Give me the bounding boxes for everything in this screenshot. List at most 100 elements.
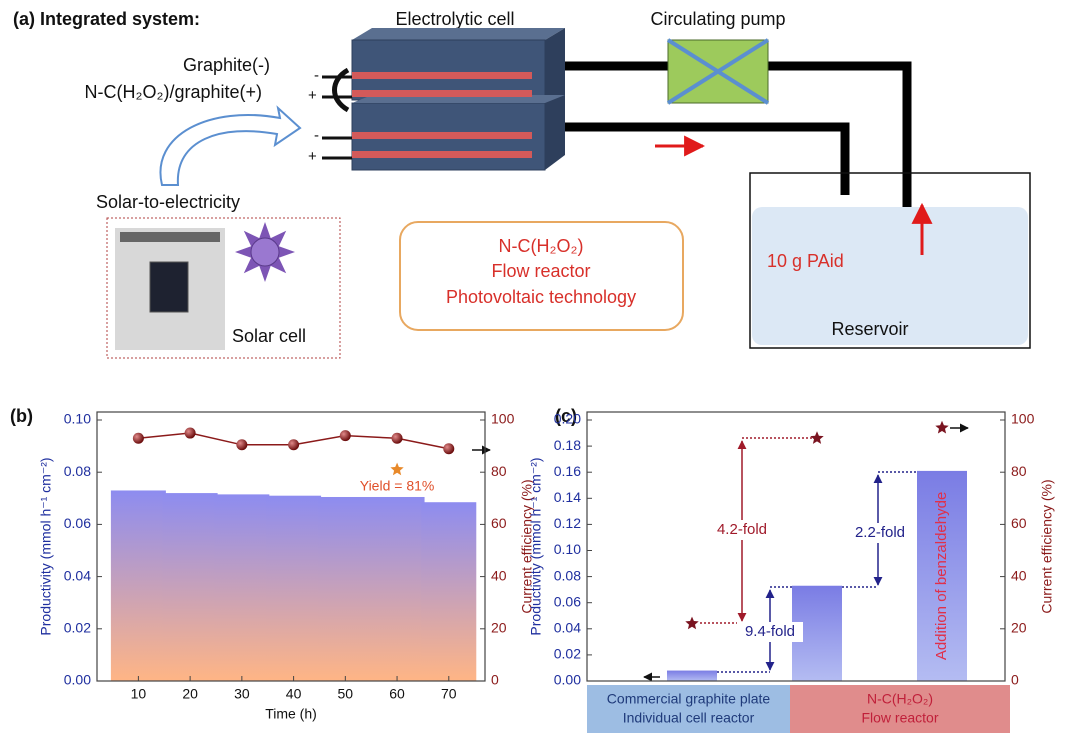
y-tick-label: 0.06 [554, 593, 581, 609]
y2-tick-label: 20 [1011, 620, 1027, 636]
star-point [935, 420, 949, 434]
x-tick-label: 30 [234, 686, 250, 702]
anode-label: N-C(H₂O₂)/graphite(+) [84, 82, 262, 102]
y2-axis-label: Current efficiency (%) [1039, 479, 1055, 613]
x-tick-label: 20 [182, 686, 198, 702]
sign: + [308, 87, 317, 104]
annotation: 4.2-fold [717, 521, 767, 538]
panel-a: (a) Integrated system: Electrolytic cell… [13, 9, 1031, 359]
y2-tick-label: 0 [1011, 672, 1019, 688]
value-label: Yield = 81% [360, 477, 435, 493]
y2-axis-label: Current efficiency (%) [519, 479, 535, 613]
wires [322, 67, 352, 160]
bar [162, 493, 218, 681]
y-tick-label: 0.16 [554, 463, 581, 479]
feature: N-C(H₂O₂) [499, 236, 584, 256]
bar [317, 496, 373, 681]
bar [110, 490, 166, 681]
annotation-bg [709, 520, 775, 540]
annotation-bg [737, 622, 803, 642]
y-tick-label: 0.02 [554, 646, 581, 662]
y-tick-label: 0.14 [554, 489, 581, 505]
y-tick-label: 0.10 [64, 411, 91, 427]
star-point [685, 616, 699, 630]
efficiency-point [132, 432, 144, 444]
star-point [390, 462, 404, 476]
y2-tick-label: 80 [1011, 463, 1027, 479]
y2-tick-label: 40 [1011, 567, 1027, 583]
group-label: Individual cell reactor [623, 710, 755, 726]
y-tick-label: 0.08 [554, 567, 581, 583]
y2-tick-label: 0 [491, 672, 499, 688]
y-tick-label: 0.04 [554, 620, 581, 636]
annotation: 2.2-fold [855, 524, 905, 541]
y2-tick-label: 60 [491, 515, 507, 531]
plot-frame [96, 411, 486, 682]
y-tick-label: 0.06 [64, 515, 91, 531]
y2-tick-label: 100 [1011, 411, 1035, 427]
y2-tick-label: 80 [491, 463, 507, 479]
substrate-label: 10 g PAid [767, 251, 844, 271]
y2-tick-label: 60 [1011, 515, 1027, 531]
efficiency-point [184, 427, 196, 439]
cell-label: Electrolytic cell [395, 9, 514, 29]
panel-title: (a) Integrated system: [13, 9, 200, 29]
energy-arrow [159, 105, 302, 186]
y-axis-label: Productivity (mmol h⁻¹ cm⁻²) [528, 457, 544, 635]
y-tick-label: 0.10 [554, 541, 581, 557]
cathode-label: Graphite(-) [183, 55, 270, 75]
y-tick-label: 0.20 [554, 411, 581, 427]
sign: - [314, 127, 319, 144]
star-point [810, 431, 824, 444]
annotation: 9.4-fold [745, 623, 795, 640]
bar [369, 496, 425, 681]
panel-label: (c) [555, 406, 577, 426]
group-label: N-C(H₂O₂) [867, 691, 933, 707]
sign: - [314, 67, 319, 84]
efficiency-point [339, 430, 351, 442]
pump [666, 38, 770, 105]
x-tick-label: 60 [389, 686, 405, 702]
pump-label: Circulating pump [650, 9, 785, 29]
group-label: Flow reactor [861, 710, 938, 726]
panel-label: (b) [10, 406, 33, 426]
y2-tick-label: 40 [491, 567, 507, 583]
y-axis-label: Productivity (mmol h⁻¹ cm⁻²) [38, 457, 54, 635]
solar-box [106, 217, 341, 359]
bar [667, 670, 717, 681]
reservoir-label: Reservoir [831, 319, 908, 339]
y-tick-label: 0.08 [64, 463, 91, 479]
feature-box [399, 221, 684, 331]
solar-cell-label: Solar cell [232, 326, 306, 346]
efficiency-point [236, 439, 248, 451]
y-tick-label: 0.04 [64, 567, 91, 583]
bar [917, 470, 967, 681]
y-tick-label: 0.00 [554, 672, 581, 688]
y-tick-label: 0.18 [554, 437, 581, 453]
x-tick-label: 50 [338, 686, 354, 702]
feature: Flow reactor [491, 261, 590, 281]
liquid [752, 207, 1028, 345]
sun-core [250, 237, 280, 267]
bar-note: Addition of benzaldehyde [933, 492, 950, 660]
y-tick-label: 0.12 [554, 515, 581, 531]
solar-photo-frame [120, 232, 220, 242]
feature: Photovoltaic technology [446, 287, 636, 307]
sun [235, 222, 295, 282]
solar-arrow-label: Solar-to-electricity [96, 192, 240, 212]
bar [421, 502, 477, 681]
x-tick-label: 70 [441, 686, 457, 702]
x-axis-label: Time (h) [265, 706, 317, 722]
efficiency-point [288, 439, 300, 451]
group-box [790, 685, 1010, 733]
y2-tick-label: 20 [491, 620, 507, 636]
annotation-bg [847, 523, 913, 543]
group-box [587, 685, 790, 733]
reservoir [749, 172, 1031, 349]
x-tick-label: 40 [286, 686, 302, 702]
plot-frame [586, 411, 1006, 682]
y2-tick-label: 100 [491, 411, 515, 427]
electrolytic-cell [351, 28, 565, 171]
efficiency-point [391, 432, 403, 444]
